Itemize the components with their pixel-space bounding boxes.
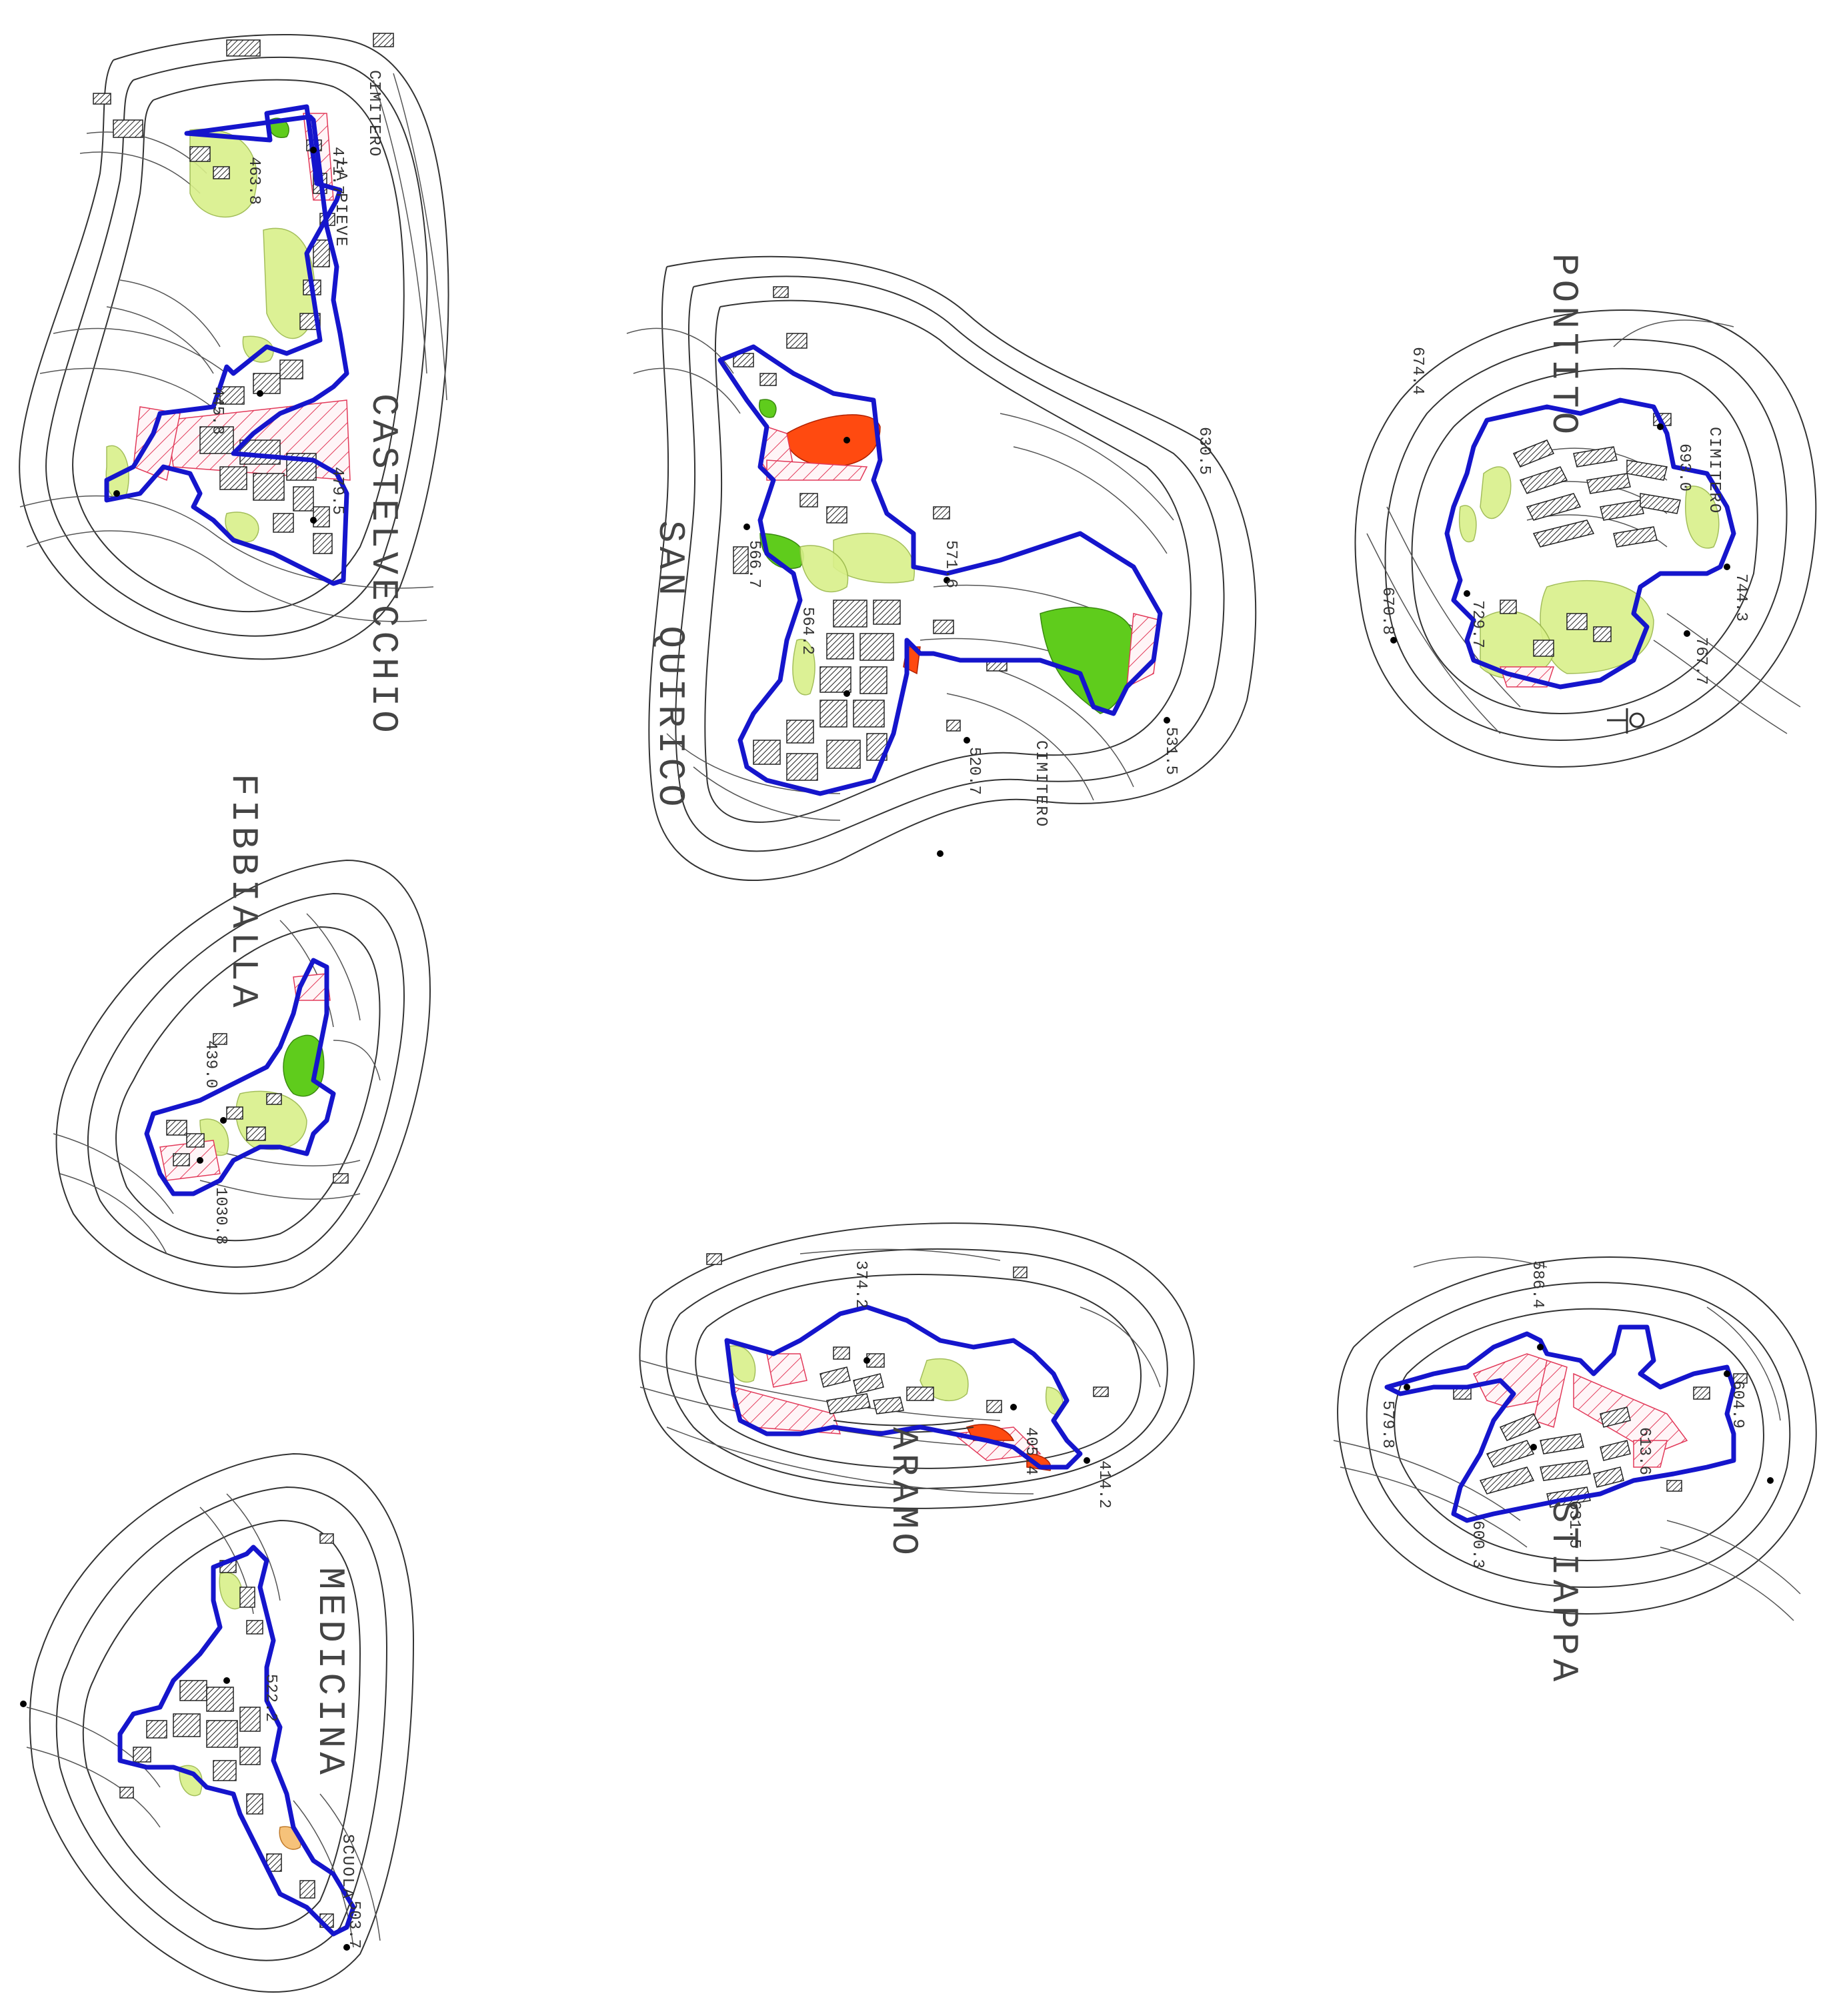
contours-castelvecchio [19, 33, 449, 660]
elevation-fibbialla-1: 439.0 [201, 1040, 219, 1088]
boundary-san-quirico [717, 344, 1163, 796]
elevation-fibbialla-2: 1030.8 [211, 1187, 229, 1244]
elevation-san-quirico-5: 520.7 [965, 747, 983, 795]
elevation-stiappa-2: 579.8 [1378, 1400, 1396, 1448]
label-cimitero-san-quirico: CIMITERO [1032, 740, 1050, 828]
zones-san-quirico [759, 399, 1161, 714]
elevation-medicina-1: 522.2 [261, 1674, 279, 1722]
label-cimitero-pontito: CIMITERO [1705, 427, 1723, 514]
zones-stiappa [1472, 1353, 1688, 1468]
place-name-fibbialla: FIBBIALLA [222, 774, 265, 1011]
elevation-stiappa-5: 613.6 [1635, 1427, 1653, 1475]
elevation-stiappa-1: 586.4 [1528, 1260, 1546, 1308]
settlement-stiappa: STIAPPA 586.4 579.8 604.9 600.3 613.6 63… [1333, 1256, 1817, 1685]
north-arrow-pontito [1607, 708, 1645, 734]
elevation-pontito-4: 674.4 [1408, 347, 1426, 395]
boundary-medicina [117, 1545, 356, 1937]
boundary-stiappa [1384, 1324, 1736, 1523]
buildings-fibbialla [166, 1033, 349, 1184]
boundary-fibbialla [144, 958, 336, 1196]
elevation-pontito-1: 693.0 [1675, 443, 1693, 491]
buildings-pontito [1500, 413, 1681, 657]
buildings-san-quirico [733, 286, 1008, 781]
elevation-pontito-6: 729.7 [1468, 600, 1486, 648]
points-pontito [1390, 423, 1730, 644]
elevation-stiappa-4: 600.3 [1468, 1521, 1486, 1569]
settlement-san-quirico: SAN QUIRICO CIMITERO 630.5 571.6 566.7 5… [626, 255, 1257, 881]
elevation-castelvecchio-3: 445.8 [208, 387, 226, 435]
contours-medicina [26, 1452, 415, 1993]
settlement-medicina: MEDICINA SCUOLA 522.2 503.7 [20, 1452, 415, 1993]
elevation-san-quirico-3: 566.7 [745, 540, 763, 588]
points-stiappa [1404, 1344, 1774, 1484]
settlement-aramo: ARAMO 374.2 405.4 414.2 [639, 1222, 1195, 1559]
points-castelvecchio [113, 147, 317, 524]
settlement-pontito: PONTITO CIMITERO 693.0 744.3 670.8 674.4… [1354, 253, 1817, 768]
contours-stiappa [1333, 1256, 1817, 1621]
elevation-san-quirico-1: 630.5 [1195, 427, 1213, 475]
buildings-medicina [119, 1533, 334, 1928]
elevation-aramo-3: 414.2 [1095, 1460, 1113, 1508]
buildings-stiappa [1453, 1373, 1748, 1508]
contours-san-quirico [626, 255, 1257, 881]
label-scuola: SCUOLA [338, 1834, 356, 1899]
elevation-aramo-2: 405.4 [1022, 1427, 1040, 1475]
label-la-pieve: LA PIEVE [331, 160, 349, 247]
elevation-san-quirico-4: 531.5 [1162, 727, 1180, 775]
elevation-pontito-3: 670.8 [1378, 587, 1396, 635]
elevation-san-quirico-6: 564.2 [798, 607, 816, 655]
points-fibbialla [197, 1117, 227, 1164]
boundary-castelvecchio [104, 104, 349, 586]
elevation-castelvecchio-1: 463.8 [245, 157, 263, 205]
elevation-san-quirico-2: 571.6 [942, 540, 960, 588]
settlement-fibbialla: FIBBIALLA 439.0 1030.8 [53, 774, 431, 1294]
elevation-pontito-5: 767.7 [1692, 637, 1710, 685]
elevation-pontito-2: 744.3 [1732, 574, 1750, 622]
place-name-pontito: PONTITO [1542, 253, 1585, 438]
boundary-aramo [724, 1304, 1083, 1470]
points-medicina [20, 1677, 350, 1951]
place-name-san-quirico: SAN QUIRICO [649, 520, 691, 811]
place-name-castelvecchio: CASTELVECCHIO [362, 393, 405, 737]
zones-fibbialla [159, 973, 331, 1181]
elevation-castelvecchio-2: 471.7 [328, 147, 346, 195]
elevation-stiappa-6: 631.5 [1565, 1500, 1583, 1549]
boundary-pontito [1444, 397, 1736, 690]
contours-fibbialla [53, 859, 431, 1294]
buildings-aramo [706, 1253, 1109, 1414]
elevation-aramo-1: 374.2 [851, 1260, 869, 1308]
place-name-stiappa: STIAPPA [1542, 1500, 1585, 1685]
elevation-stiappa-3: 604.9 [1728, 1380, 1746, 1428]
place-name-medicina: MEDICINA [309, 1567, 351, 1779]
label-cimitero-castelvecchio: CIMITERO [365, 70, 383, 157]
place-name-aramo: ARAMO [882, 1427, 925, 1559]
points-aramo [863, 1357, 1090, 1464]
buildings-castelvecchio [93, 33, 394, 554]
elevation-castelvecchio-4: 479.5 [328, 467, 346, 515]
points-san-quirico [743, 437, 1170, 857]
elevation-medicina-2: 503.7 [345, 1901, 363, 1949]
settlement-castelvecchio: CASTELVECCHIO CIMITERO LA PIEVE 463.8 47… [19, 33, 449, 737]
